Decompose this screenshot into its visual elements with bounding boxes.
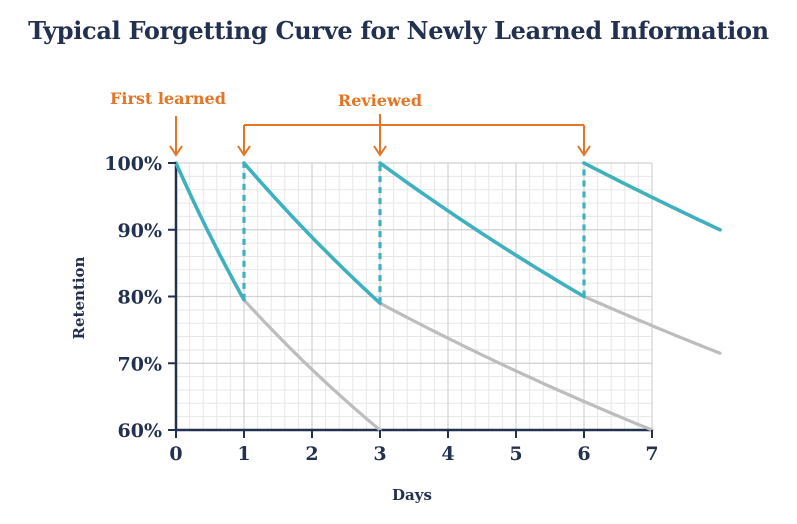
no-review-curve (242, 298, 382, 432)
reviewed-arrowhead (373, 145, 387, 157)
x-tick-label: 6 (577, 443, 590, 465)
retention-curve (582, 161, 722, 232)
reviewed-arrowhead (577, 145, 591, 157)
retention-curve (378, 161, 586, 299)
retention-curve (174, 161, 246, 302)
first-learned-label: First learned (110, 89, 226, 108)
x-axis-label: Days (392, 486, 432, 504)
y-tick-label: 100% (104, 153, 162, 175)
chart-ticks: 0 1 2 3 4 5 6 7 60% 70% 80% 90% 100% (104, 153, 658, 465)
y-tick-label: 80% (118, 287, 163, 309)
x-tick-label: 5 (509, 443, 522, 465)
y-axis-label: Retention (70, 256, 88, 339)
x-tick-label: 1 (237, 443, 250, 465)
x-tick-label: 3 (373, 443, 386, 465)
x-tick-label: 2 (305, 443, 318, 465)
y-tick-label: 90% (118, 220, 163, 242)
reviewed-arrowhead (237, 145, 251, 157)
x-tick-label: 4 (441, 443, 454, 465)
y-tick-label: 70% (118, 353, 163, 375)
x-tick-label: 7 (645, 443, 658, 465)
reviewed-label: Reviewed (338, 91, 422, 110)
x-tick-label: 0 (169, 443, 182, 465)
y-tick-label: 60% (118, 420, 163, 442)
retention-curve (242, 161, 382, 305)
chart-curves (174, 161, 722, 432)
chart-title: Typical Forgetting Curve for Newly Learn… (28, 16, 769, 45)
no-review-curve (378, 301, 654, 432)
no-review-curve (582, 294, 722, 355)
chart-annotations: First learned Reviewed (110, 89, 591, 157)
first-learned-arrowhead (169, 145, 183, 157)
